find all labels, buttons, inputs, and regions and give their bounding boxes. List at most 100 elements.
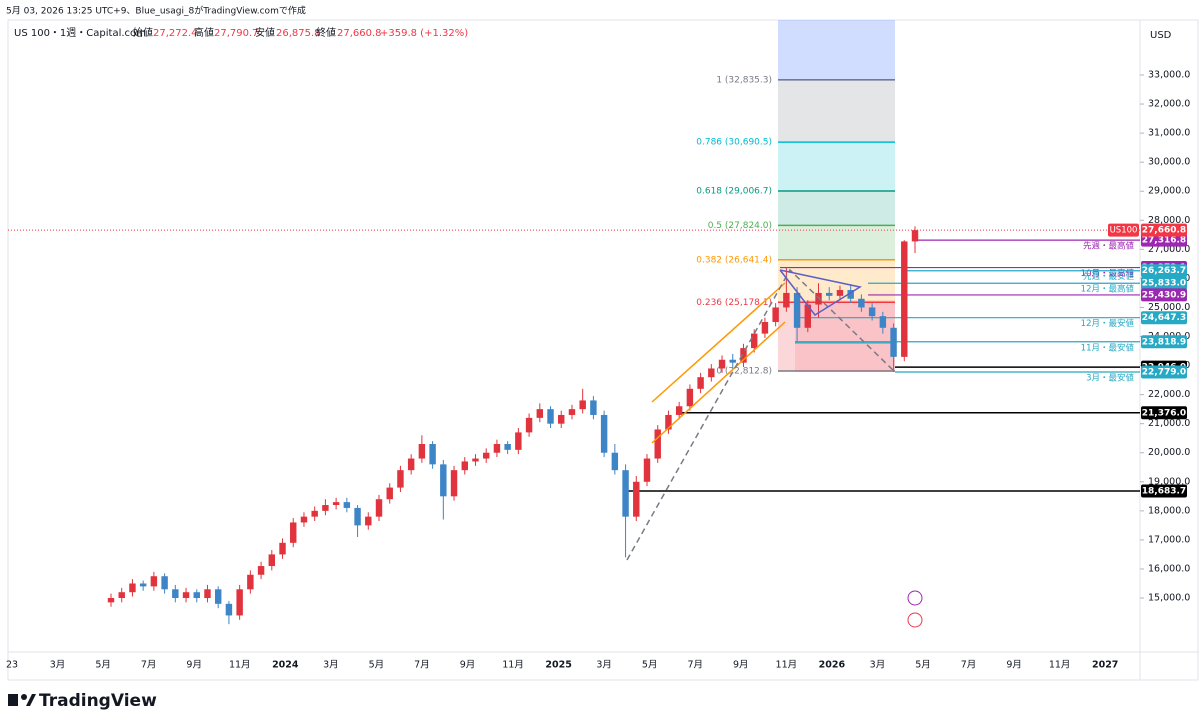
price-tag <box>1141 335 1187 349</box>
x-tick-label: 3月 <box>323 660 339 671</box>
candle-body <box>740 348 747 363</box>
level-note: 3月・最安値 <box>1086 372 1134 383</box>
y-tick-label: 28,000.0 <box>1148 215 1190 226</box>
candle-body <box>804 304 812 328</box>
y-tick-label: 29,000.0 <box>1148 186 1190 197</box>
symbol-tag <box>1108 223 1139 237</box>
y-tick-label: 15,000.0 <box>1148 593 1190 604</box>
legend-value: 27,272.4 <box>153 28 198 39</box>
level-note: 12月・最安値 <box>1081 318 1135 329</box>
candle-body <box>472 458 479 462</box>
legend-label: 高値 <box>194 26 214 39</box>
candle-body <box>375 499 383 517</box>
candle-body <box>225 603 233 616</box>
candle-body <box>504 444 511 450</box>
candle-body <box>429 444 436 465</box>
candle-body <box>161 576 168 590</box>
candle-body <box>622 470 629 517</box>
x-tick-label: 7月 <box>414 660 430 671</box>
legend-value: 27,790.7 <box>214 28 259 39</box>
candle-body <box>772 307 779 322</box>
level-note: 10月・最高値 <box>1081 268 1135 279</box>
price-tag-label: 25,430.9 <box>1142 290 1186 300</box>
range-box <box>795 300 895 372</box>
x-tick-label: 3月 <box>870 660 886 671</box>
y-tick-label: 20,000.0 <box>1148 447 1190 458</box>
candle-body <box>793 292 801 328</box>
y-tick-label: 17,000.0 <box>1148 534 1190 545</box>
candle-body <box>139 583 147 587</box>
x-tick-label: 9月 <box>460 660 476 671</box>
y-tick-label: 16,000.0 <box>1148 563 1190 574</box>
y-tick-label: 22,000.0 <box>1148 389 1190 400</box>
legend-label: 安値 <box>255 26 275 39</box>
candle-body <box>836 290 844 296</box>
candle-body <box>525 417 533 433</box>
legend-change: +359.8 (+1.32%) <box>380 28 468 39</box>
fib-band <box>778 79 895 143</box>
candle-body <box>558 414 565 424</box>
trend-dashed <box>626 268 896 561</box>
price-tag <box>1141 288 1187 302</box>
price-tag-label: 23,818.9 <box>1142 337 1186 347</box>
price-tag <box>1141 365 1187 379</box>
candle-body <box>515 432 522 450</box>
frame <box>7 19 1199 681</box>
flag-icon[interactable] <box>907 612 923 628</box>
x-tick-label: 2025 <box>545 660 571 671</box>
fib-extension-band <box>778 20 895 81</box>
y-tick-label: 30,000.0 <box>1148 157 1190 168</box>
fib-band <box>778 225 895 260</box>
x-tick-label: 9月 <box>733 660 749 671</box>
candle-body <box>697 377 704 389</box>
x-tick-label: 9月 <box>1006 660 1022 671</box>
candle-body <box>150 576 158 587</box>
candle-body <box>750 333 758 349</box>
candle-body <box>890 327 897 357</box>
axis-group: 15,000.0 16,000.0 17,000.0 18,000.0 19,000.0… <box>6 70 1190 671</box>
event-icon[interactable] <box>907 590 923 606</box>
candle-body <box>568 409 576 415</box>
candle-body <box>493 444 501 453</box>
candle-body <box>311 510 318 517</box>
legend-value: 26,875.8 <box>276 28 321 39</box>
price-tag <box>1141 484 1187 498</box>
fib-label: 0.618 (29,006.7) <box>696 187 772 197</box>
candle-body <box>257 566 265 575</box>
candle-body <box>386 487 393 500</box>
x-tick-label: 5月 <box>95 660 111 671</box>
logo-mark <box>21 694 27 700</box>
x-tick-label: 11月 <box>502 660 524 671</box>
candle-body <box>365 516 372 526</box>
candle-body <box>901 241 908 357</box>
candle-body <box>279 542 286 555</box>
candle-body <box>322 505 329 511</box>
x-tick-label: 5月 <box>369 660 385 671</box>
candle-body <box>182 592 190 599</box>
legend-symbol: US 100・1週・Capital.com <box>14 27 146 39</box>
candle-body <box>729 359 736 363</box>
candle-body <box>654 429 661 459</box>
fib-band <box>778 142 895 192</box>
candle-body <box>675 406 683 415</box>
candle-body <box>193 592 200 599</box>
candle-body <box>482 452 490 459</box>
x-tick-label: 23 <box>6 660 18 671</box>
drawings <box>626 268 923 628</box>
candle-body <box>718 359 726 369</box>
legend-label: 始値 <box>133 26 153 39</box>
candle-body <box>107 598 115 603</box>
candle-body <box>783 292 790 308</box>
price-tag-label: 27,316.8 <box>1142 236 1186 246</box>
x-tick-label: 3月 <box>50 660 66 671</box>
candle-body <box>332 502 340 506</box>
x-tick-label: 2027 <box>1092 660 1118 671</box>
fib-label: 0.786 (30,690.5) <box>696 138 772 148</box>
y-tick-label: 27,000.0 <box>1148 244 1190 255</box>
x-tick-label: 7月 <box>961 660 977 671</box>
level-note: 先週・最高値 <box>1083 241 1135 252</box>
currency: USD <box>1150 30 1172 41</box>
candle-body <box>547 409 554 424</box>
candle-body <box>858 298 865 308</box>
